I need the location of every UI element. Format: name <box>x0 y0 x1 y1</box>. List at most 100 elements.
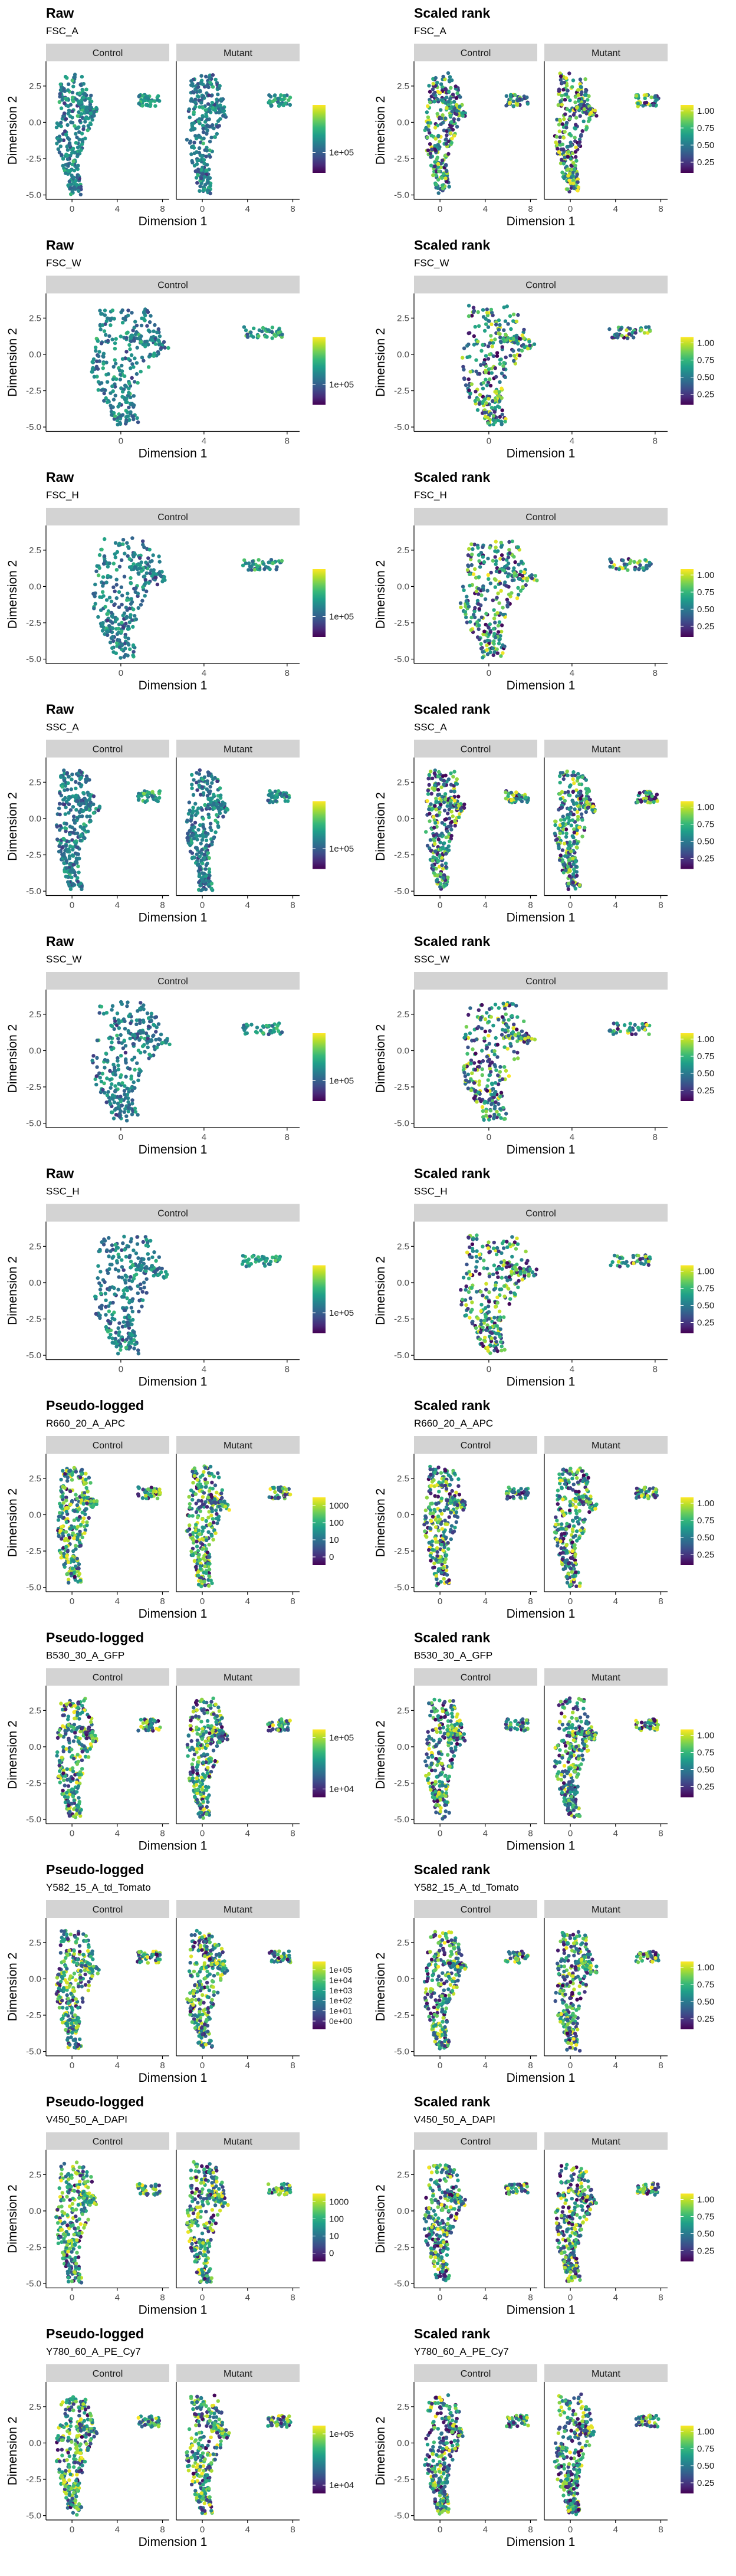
data-point <box>120 1002 124 1006</box>
data-point <box>438 139 442 144</box>
data-point <box>511 349 515 353</box>
data-point <box>88 122 93 127</box>
data-point <box>268 99 272 103</box>
data-point <box>433 75 438 80</box>
data-point <box>593 109 597 113</box>
data-point <box>511 1002 515 1006</box>
data-point <box>471 547 475 551</box>
data-point <box>571 170 575 175</box>
data-point <box>221 106 225 110</box>
data-point <box>62 778 67 783</box>
x-tick-label: 0 <box>70 901 74 911</box>
data-point <box>620 566 625 570</box>
data-point <box>488 383 493 388</box>
data-point <box>443 792 448 796</box>
data-point <box>492 1063 497 1067</box>
data-point <box>189 98 193 103</box>
y-axis-title: Dimension 2 <box>6 328 19 397</box>
data-point <box>509 790 514 795</box>
data-point <box>558 119 563 123</box>
data-point <box>80 112 84 116</box>
data-point <box>558 780 562 785</box>
data-point <box>482 360 486 365</box>
data-point <box>481 650 485 654</box>
data-point <box>124 350 129 354</box>
data-point <box>502 644 507 649</box>
data-point <box>274 334 278 338</box>
x-tick-label: 8 <box>658 901 663 911</box>
data-point <box>480 1049 484 1053</box>
data-point <box>202 175 207 179</box>
data-point <box>648 791 652 795</box>
data-point <box>84 806 88 811</box>
panel-subtitle: FSC_H <box>414 489 447 501</box>
data-point <box>503 1007 507 1011</box>
data-point <box>110 384 114 389</box>
data-point <box>507 1018 511 1022</box>
data-point <box>113 385 117 389</box>
data-point <box>431 87 435 91</box>
data-point <box>101 575 106 579</box>
data-point <box>525 101 530 106</box>
data-point <box>473 1067 478 1072</box>
data-point <box>494 559 498 563</box>
data-point <box>154 1015 159 1019</box>
data-point <box>466 377 471 382</box>
data-point <box>566 155 570 159</box>
data-point <box>626 568 630 572</box>
data-point <box>148 571 152 576</box>
y-tick-label: 2.5 <box>397 546 409 556</box>
data-point <box>118 373 123 377</box>
data-point <box>127 1067 132 1071</box>
data-point <box>506 574 510 579</box>
facet-strip <box>46 44 169 61</box>
data-point <box>271 99 275 103</box>
x-tick-label: 8 <box>658 204 663 214</box>
facet-label: Control <box>157 281 188 291</box>
data-point <box>190 145 194 149</box>
data-point <box>509 798 514 803</box>
data-point <box>515 1015 520 1019</box>
data-point <box>557 87 561 91</box>
data-point <box>74 183 79 187</box>
data-point <box>433 173 438 177</box>
data-point <box>436 793 440 797</box>
data-point <box>134 361 139 365</box>
data-point <box>434 182 439 187</box>
data-point <box>101 366 105 370</box>
data-point <box>96 339 100 343</box>
data-point <box>64 133 68 137</box>
data-point <box>465 602 470 606</box>
x-tick-label: 8 <box>528 204 533 214</box>
data-point <box>489 1015 493 1019</box>
data-point <box>80 74 84 79</box>
data-point <box>514 796 518 801</box>
data-point <box>111 561 116 566</box>
data-point <box>445 133 449 137</box>
y-tick-label: 0.0 <box>397 581 409 592</box>
data-point <box>491 1023 495 1028</box>
data-point <box>500 372 504 376</box>
data-point <box>68 153 73 158</box>
data-point <box>206 851 210 855</box>
data-point <box>433 842 437 846</box>
data-point <box>446 103 451 107</box>
data-point <box>566 865 570 869</box>
data-point <box>432 826 436 830</box>
data-point <box>120 369 124 373</box>
data-point <box>94 364 99 369</box>
data-point <box>62 803 67 807</box>
data-point <box>561 147 566 152</box>
data-point <box>487 1020 491 1024</box>
data-point <box>497 399 502 403</box>
data-point <box>78 777 82 781</box>
data-point <box>225 807 230 812</box>
data-point <box>196 827 201 832</box>
data-point <box>473 567 477 571</box>
data-point <box>445 179 449 184</box>
data-point <box>520 560 524 564</box>
data-point <box>575 106 579 110</box>
data-point <box>104 1052 108 1056</box>
data-point <box>251 335 255 339</box>
